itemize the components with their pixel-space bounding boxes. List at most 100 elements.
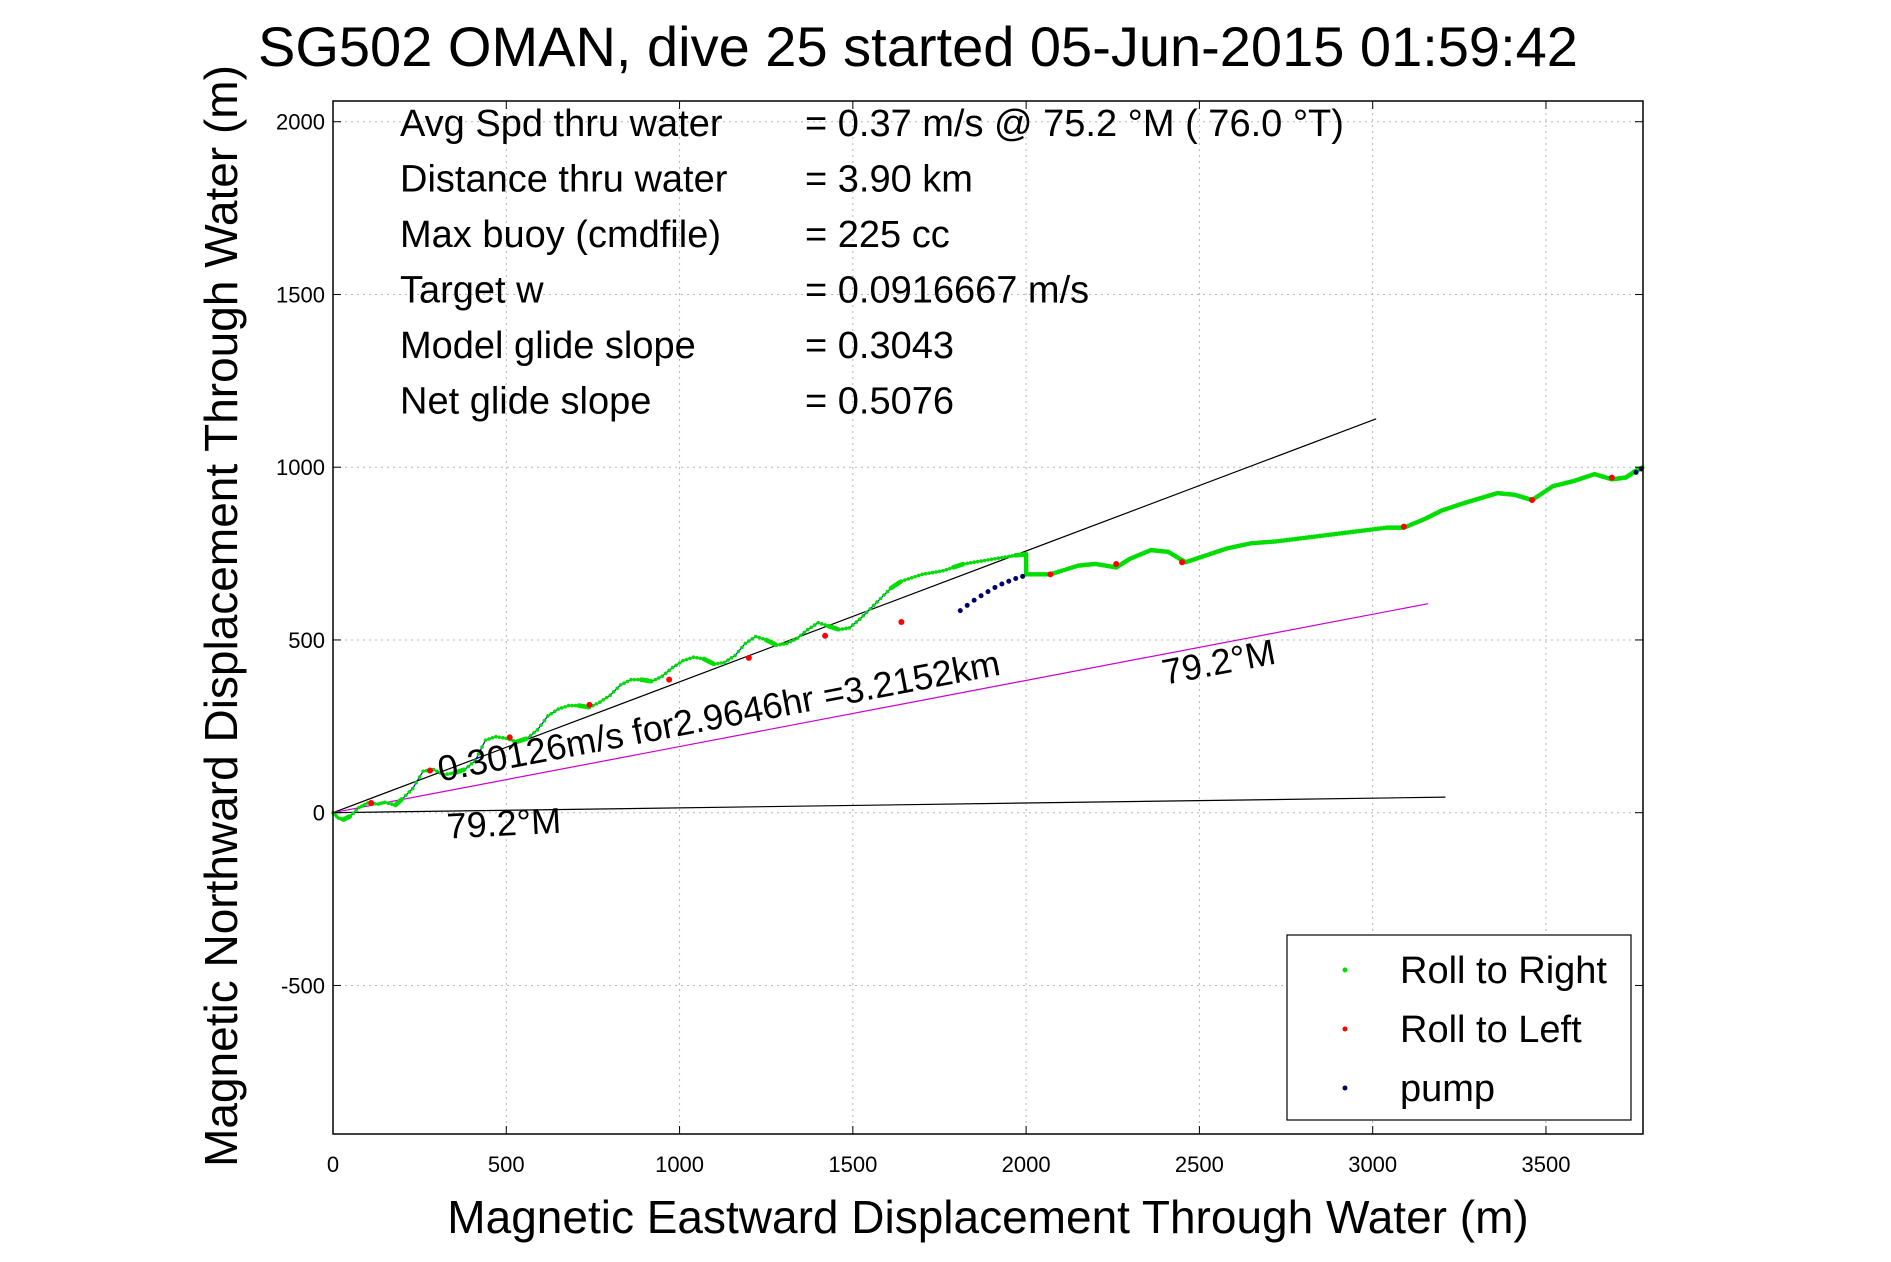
roll-right-point (740, 645, 744, 650)
roll-right-point (715, 661, 720, 666)
roll-right-point (417, 775, 422, 779)
reference-line-upper (332, 418, 1377, 814)
reference-line-current (332, 603, 1429, 814)
roll-right-point (916, 573, 921, 578)
roll-right-point (857, 617, 862, 622)
roll-right-point (868, 607, 872, 611)
roll-left-point (1179, 559, 1186, 566)
pump-point (1633, 469, 1639, 475)
roll-right-point (937, 569, 942, 574)
roll-right-point (546, 714, 550, 718)
reference-line-heading (332, 796, 1446, 814)
stat-value: = 0.3043 (805, 325, 954, 367)
roll-right-point (480, 745, 484, 749)
pump-point (957, 608, 963, 614)
roll-right-point (684, 657, 689, 662)
roll-right-point (535, 727, 540, 732)
roll-right-point (549, 711, 554, 716)
roll-right-point (733, 653, 737, 658)
roll-right-point (986, 558, 990, 562)
pump-point (1013, 575, 1019, 581)
roll-right-point (656, 676, 661, 680)
roll-right-point (899, 579, 904, 584)
roll-right-point (906, 577, 911, 581)
roll-right-point (903, 578, 907, 582)
roll-right-point (622, 681, 626, 685)
roll-left-point (1113, 560, 1120, 567)
roll-right-point (882, 593, 886, 597)
roll-right-point (386, 801, 391, 806)
roll-right-point (351, 811, 356, 816)
roll-right-point (615, 686, 619, 691)
roll-left-point (368, 800, 375, 807)
roll-right-point (594, 702, 599, 706)
x-tick-label: 2500 (1175, 1152, 1224, 1177)
roll-right-point (982, 558, 987, 563)
roll-right-point (743, 641, 748, 646)
roll-right-point (1010, 554, 1015, 558)
legend-entry: pump (1400, 1068, 1495, 1110)
roll-right-point (566, 703, 571, 708)
roll-right-point (570, 703, 574, 708)
x-axis-label: Magnetic Eastward Displacement Through W… (447, 1191, 1528, 1243)
roll-right-point (559, 706, 564, 710)
roll-right-point (348, 814, 353, 818)
pump-point (1006, 578, 1012, 584)
roll-right-point (681, 658, 685, 663)
roll-right-point (604, 695, 609, 700)
roll-right-point (996, 556, 1001, 560)
roll-right-point (851, 623, 855, 627)
roll-right-point (871, 603, 876, 608)
x-tick-label: 500 (488, 1152, 525, 1177)
roll-right-point (934, 570, 938, 574)
roll-right-point (729, 656, 734, 660)
stat-value: = 3.90 km (805, 159, 973, 201)
roll-right-point (802, 630, 807, 635)
stat-label: Net glide slope (400, 381, 651, 423)
roll-right-point (785, 641, 789, 646)
roll-right-point (403, 793, 408, 798)
roll-right-point (920, 572, 924, 577)
roll-right-point (400, 797, 405, 801)
roll-right-point (670, 665, 675, 670)
roll-right-point (854, 620, 859, 624)
roll-right-point (750, 637, 755, 641)
roll-right-point (653, 677, 658, 682)
roll-left-point (1608, 474, 1615, 481)
y-axis-label: Magnetic Northward Displacement Through … (195, 65, 247, 1167)
reference-lines (332, 418, 1446, 814)
roll-right-point (799, 633, 803, 638)
roll-right-point (608, 693, 613, 698)
roll-right-point (360, 804, 364, 808)
legend-entry: Roll to Right (1400, 950, 1607, 992)
roll-right-point (722, 660, 727, 665)
legend-marker (1342, 967, 1348, 973)
roll-right-point (788, 639, 793, 644)
pump-point (1020, 573, 1026, 579)
roll-right-point (563, 704, 567, 709)
roll-right-point (354, 808, 358, 813)
roll-right-point (629, 677, 633, 682)
roll-right-point (552, 709, 557, 714)
pump-point (978, 593, 984, 599)
roll-right-point (435, 769, 439, 774)
roll-right-point (663, 671, 668, 676)
roll-right-point (972, 560, 976, 565)
roll-right-point (864, 610, 869, 615)
roll-right-point (497, 735, 502, 740)
annotations: 0.30126m/s for2.9646hr =3.2152km 79.2°M79… (434, 631, 1278, 847)
axis-ticks: 0 500 1000 1500 2000 2500 3000 3500 -500 0 500 1000… (276, 101, 1643, 1177)
roll-right-point (462, 767, 467, 772)
legend: Roll to Right Roll to Left pump (1286, 934, 1632, 1121)
x-tick-label: 3500 (1521, 1152, 1570, 1177)
roll-right-point (449, 771, 453, 776)
roll-right-point (823, 623, 827, 627)
roll-right-point (487, 737, 491, 741)
roll-right-point (532, 730, 536, 735)
roll-right-point (667, 668, 671, 673)
pump-point (985, 589, 991, 595)
roll-right-point (778, 642, 782, 647)
roll-right-point (362, 802, 367, 807)
roll-right-point (383, 800, 387, 805)
